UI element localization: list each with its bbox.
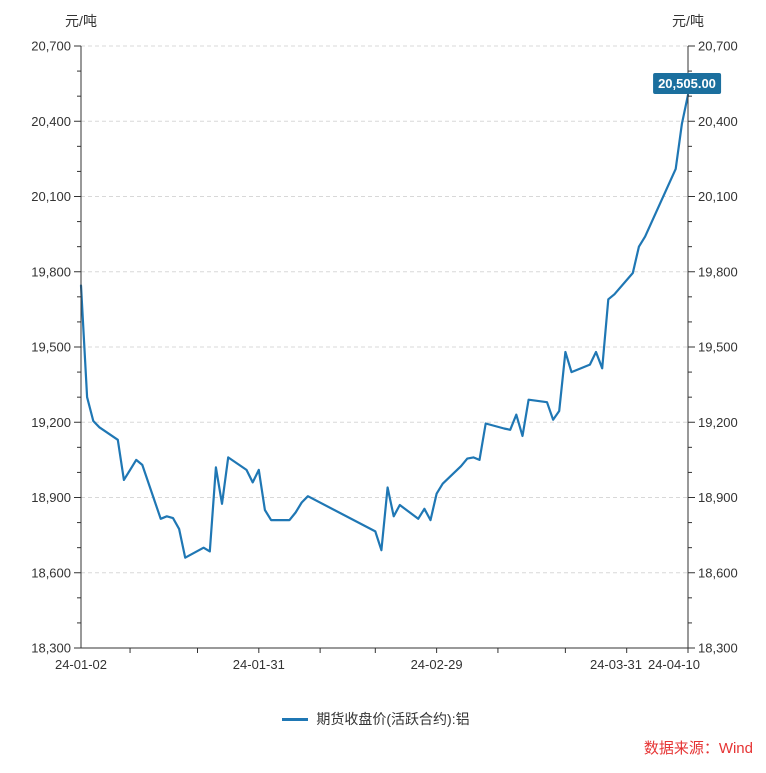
y-gridlines: [81, 45, 688, 574]
y-tick-label-right: 19,800: [698, 264, 738, 279]
y-tick-label-right: 18,300: [698, 641, 738, 656]
last-value-badge: 20,505.00: [653, 72, 721, 94]
data-source-label: 数据来源：Wind: [643, 740, 753, 757]
y-tick-label-left: 20,100: [31, 189, 71, 204]
right-axis-title: 元/吨: [672, 13, 704, 29]
y-tick-label-left: 19,800: [31, 264, 71, 279]
y-tick-label-right: 19,500: [698, 340, 738, 355]
price-line: [79, 93, 690, 559]
y-tick-label-left: 18,900: [31, 490, 71, 505]
y-tick-label-left: 19,500: [31, 340, 71, 355]
y-tick-label-left: 20,700: [31, 39, 71, 54]
x-tick-label: 24-02-29: [411, 657, 463, 672]
legend-series-label: 期货收盘价(活跃合约):铝: [316, 711, 470, 727]
legend: 期货收盘价(活跃合约):铝: [0, 709, 759, 729]
left-axis-title: 元/吨: [65, 13, 97, 29]
y-tick-label-right: 18,900: [698, 490, 738, 505]
x-ticks: 24-01-02 24-01-31 24-02-29 24-03-31 24-04-10: [55, 648, 700, 672]
x-tick-label: 24-04-10: [648, 657, 700, 672]
y-tick-label-left: 19,200: [31, 415, 71, 430]
y-tick-label-left: 18,300: [31, 641, 71, 656]
y-tick-label-left: 18,600: [31, 565, 71, 580]
y-tick-label-right: 20,400: [698, 114, 738, 129]
x-tick-label: 24-03-31: [590, 657, 642, 672]
y-tick-label-right: 20,700: [698, 39, 738, 54]
y-tick-label-left: 20,400: [31, 114, 71, 129]
y-tick-label-right: 18,600: [698, 565, 738, 580]
y-tick-label-right: 20,100: [698, 189, 738, 204]
legend-line-marker: [282, 717, 309, 721]
x-tick-label: 24-01-02: [55, 657, 107, 672]
x-tick-label: 24-01-31: [233, 657, 285, 672]
y-tick-label-right: 19,200: [698, 415, 738, 430]
y-ticks: 18,300 18,300 18,600 18,600 18,900 18,900 19,2…: [31, 39, 738, 656]
